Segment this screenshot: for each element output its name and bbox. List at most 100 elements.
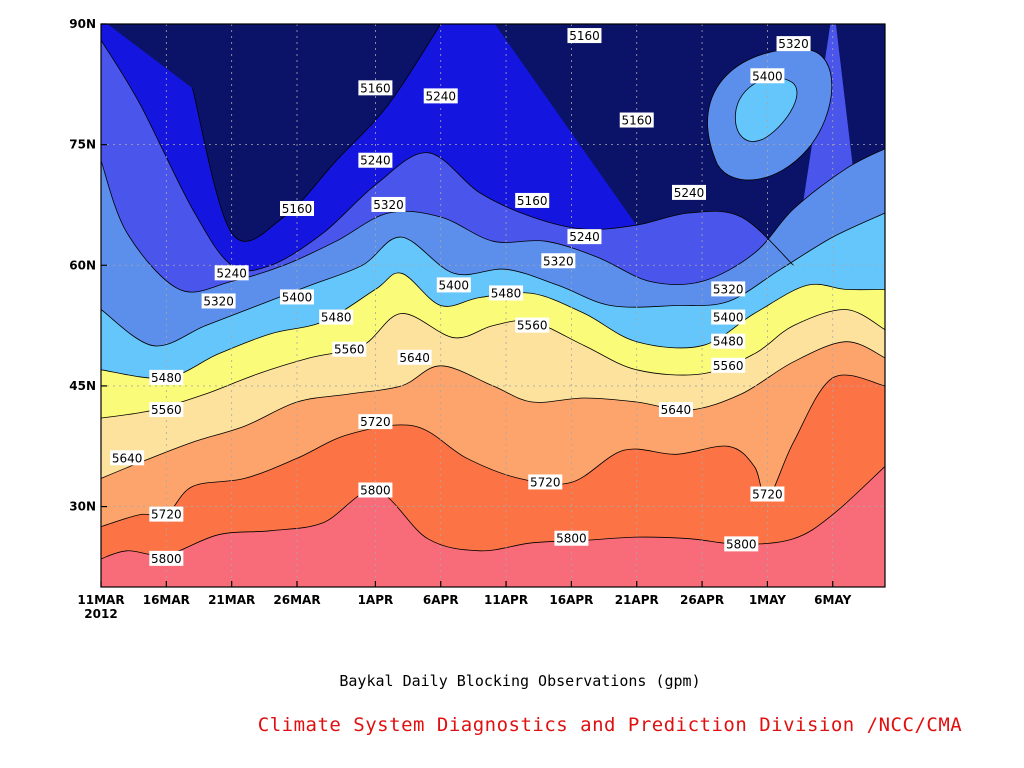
y-tick-label: 90N	[69, 17, 96, 31]
contour-label-text: 5240	[674, 186, 705, 200]
contour-label-text: 5160	[282, 202, 313, 216]
contour-label-text: 5560	[517, 319, 548, 333]
contour-label-text: 5160	[517, 194, 548, 208]
contour-lines	[101, 24, 885, 560]
y-tick-label: 60N	[69, 258, 96, 272]
contour-label-box	[515, 317, 550, 333]
contour-label: 5400	[750, 68, 785, 84]
contour-label-text: 5720	[752, 488, 783, 502]
contour-label-box	[358, 152, 393, 168]
x-tick-label: 16MAR	[143, 593, 190, 607]
contour-label-text: 5320	[373, 198, 404, 212]
contour-label-text: 5800	[726, 537, 757, 551]
contour-label-text: 5480	[321, 311, 352, 325]
contour-label-text: 5240	[569, 230, 600, 244]
contour-label-box	[319, 309, 354, 325]
chart-title: Baykal Daily Blocking Observations (gpm)	[339, 672, 701, 690]
contour-label-box	[489, 285, 524, 301]
contour-label: 5320	[371, 196, 406, 212]
contour-label-box	[567, 28, 602, 44]
contour-label-box	[397, 349, 432, 365]
contour-label-box	[332, 341, 367, 357]
y-tick-label: 30N	[69, 500, 96, 514]
contour-label-box	[711, 333, 746, 349]
contour-label: 5240	[358, 152, 393, 168]
contour-label-text: 5320	[713, 282, 744, 296]
contour-label: 5480	[711, 333, 746, 349]
contour-label: 5800	[358, 482, 393, 498]
contour-label-text: 5640	[399, 351, 430, 365]
contour-label: 5160	[567, 28, 602, 44]
contour-label-box	[201, 293, 236, 309]
contour-label-box	[423, 88, 458, 104]
contour-label-box	[750, 486, 785, 502]
contour-label-box	[711, 357, 746, 373]
contour-label: 5560	[711, 357, 746, 373]
contour-label: 5720	[358, 414, 393, 430]
contour-label-box	[541, 253, 576, 269]
x-tick-label: 21MAR	[208, 593, 255, 607]
x-tick-label: 11APR	[484, 593, 528, 607]
contour-label-text: 5240	[360, 154, 391, 168]
contour-label-text: 5640	[112, 451, 143, 465]
contour-label-text: 5800	[151, 552, 182, 566]
contour-label-text: 5480	[491, 286, 522, 300]
contour-label-text: 5720	[530, 475, 561, 489]
contour-line-5560	[101, 309, 885, 419]
x-tick-label: 1MAY	[749, 593, 786, 607]
contour-line-5480	[101, 272, 885, 379]
chart-credit: Climate System Diagnostics and Predictio…	[257, 714, 963, 736]
contour-label: 5320	[201, 293, 236, 309]
contour-label-box	[280, 200, 314, 216]
contour-label-text: 5160	[569, 29, 600, 43]
contour-label-box	[371, 196, 406, 212]
contour-label: 5720	[149, 506, 184, 522]
contour-label: 5560	[332, 341, 367, 357]
contour-label: 5480	[489, 285, 524, 301]
x-tick-label: 26MAR	[273, 593, 320, 607]
contour-label-box	[619, 112, 654, 128]
contour-label: 5240	[423, 88, 458, 104]
x-tick-label: 16APR	[549, 593, 593, 607]
contour-line-5800	[101, 466, 885, 560]
contour-line-5240	[101, 39, 794, 272]
contour-label: 5560	[515, 317, 550, 333]
contour-label-text: 5800	[556, 532, 587, 546]
contour-label-box	[358, 482, 393, 498]
contour-label: 5640	[110, 450, 145, 466]
x-tick-label: 1APR	[358, 593, 394, 607]
contour-label-box	[554, 530, 589, 546]
contour-label-text: 5400	[439, 278, 470, 292]
contour-label: 5320	[711, 281, 746, 297]
contour-label: 5160	[619, 112, 654, 128]
contour-label: 5800	[724, 536, 759, 552]
contour-label-text: 5160	[360, 81, 391, 95]
x-tick-sublabel: 2012	[84, 607, 117, 621]
contour-label: 5560	[149, 402, 184, 418]
contour-label-text: 5400	[752, 69, 783, 83]
contour-label: 5240	[672, 184, 706, 200]
contour-label-box	[358, 80, 393, 96]
contour-label-text: 5480	[151, 371, 182, 385]
contour-label: 5720	[528, 474, 563, 490]
x-tick-label: 6MAY	[814, 593, 851, 607]
x-tick-label: 6APR	[423, 593, 459, 607]
contour-label-box	[750, 68, 785, 84]
fill-band-5800	[101, 466, 885, 587]
contour-label-box	[149, 369, 184, 385]
contour-label-box	[214, 265, 249, 281]
contour-line-5400	[101, 212, 885, 347]
contour-label-box	[776, 36, 811, 52]
contour-label-box	[280, 289, 314, 305]
contour-label-text: 5320	[543, 254, 574, 268]
contour-label: 5720	[750, 486, 785, 502]
contour-label: 5800	[149, 550, 184, 566]
contour-label-box	[515, 192, 550, 208]
contour-label-box	[149, 550, 184, 566]
contour-label-text: 5240	[425, 89, 456, 103]
x-tick-label: 11MAR	[77, 593, 124, 607]
contour-label-box	[672, 184, 706, 200]
contour-label-box	[658, 402, 693, 418]
contour-label: 5480	[149, 369, 184, 385]
